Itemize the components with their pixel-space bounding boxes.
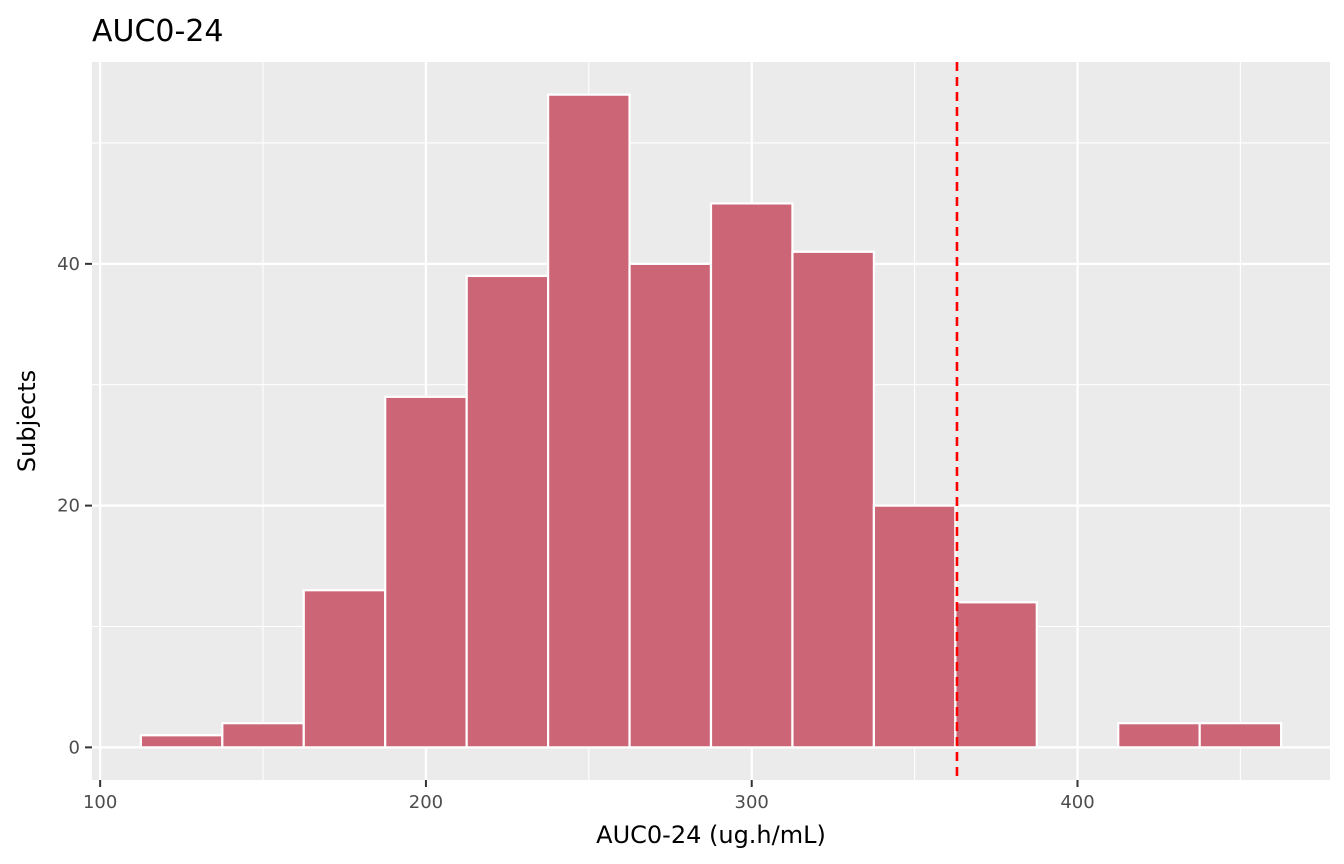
x-axis-label: AUC0-24 (ug.h/mL) xyxy=(596,821,826,849)
histogram-bar xyxy=(221,722,305,749)
y-axis: 0 20 40 xyxy=(57,254,92,758)
y-tick-label: 40 xyxy=(57,254,80,275)
histogram-bar xyxy=(384,395,468,749)
x-tick-label: 200 xyxy=(409,792,443,813)
histogram-bar xyxy=(465,274,550,749)
histogram-bar xyxy=(872,504,957,749)
x-tick-label: 100 xyxy=(83,792,117,813)
histogram-bar xyxy=(954,601,1038,749)
chart-title: AUC0-24 xyxy=(92,14,224,49)
histogram-bar xyxy=(709,202,794,749)
histogram-bars xyxy=(139,93,1283,749)
histogram-bar xyxy=(1198,722,1283,749)
y-tick-label: 0 xyxy=(69,737,80,758)
histogram-bar xyxy=(302,589,387,749)
histogram-bar xyxy=(1117,722,1201,749)
x-tick-label: 300 xyxy=(735,792,769,813)
x-tick-label: 400 xyxy=(1060,792,1094,813)
x-axis: 100 200 300 400 xyxy=(83,780,1095,813)
histogram-bar xyxy=(547,93,631,749)
histogram-bar xyxy=(791,250,875,749)
y-tick-label: 20 xyxy=(57,496,80,517)
y-axis-label: Subjects xyxy=(13,370,41,472)
histogram-bar xyxy=(628,262,713,749)
histogram-bar xyxy=(139,734,224,749)
